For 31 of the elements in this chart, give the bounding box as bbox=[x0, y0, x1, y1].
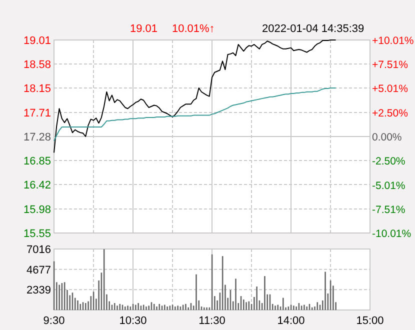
y2-tick-label: -2.50% bbox=[372, 156, 406, 168]
y-tick-label: 15.98 bbox=[23, 204, 51, 216]
y-tick-label: 15.55 bbox=[23, 228, 51, 240]
y-tick-label: 16.85 bbox=[23, 155, 51, 168]
y-tick-label: 16.42 bbox=[23, 179, 51, 192]
x-tick-label: 11:30 bbox=[198, 315, 226, 327]
chart-title: 2022-01-04 14:35:39 bbox=[262, 23, 364, 35]
y-tick-label: 18.58 bbox=[23, 58, 51, 71]
text: 10.01%↑ bbox=[172, 23, 215, 35]
y2-tick-label: -7.51% bbox=[372, 204, 406, 216]
y-tick-label: 7016 bbox=[26, 244, 51, 256]
line-series bbox=[54, 40, 336, 154]
x-tick-label: 9:30 bbox=[43, 315, 65, 327]
y2-tick-label: -5.01% bbox=[372, 180, 406, 192]
x-tick-label: 15:00 bbox=[356, 315, 384, 327]
y2-tick-label: +10.01% bbox=[372, 35, 414, 47]
y-tick-label: 4677 bbox=[26, 264, 51, 276]
y2-tick-label: +5.01% bbox=[372, 83, 408, 96]
y-tick-label: 18.15 bbox=[23, 82, 51, 95]
y-tick-label: 17.28 bbox=[23, 132, 51, 144]
y2-tick-label: -10.01% bbox=[372, 228, 412, 240]
y2-tick-label: +7.51% bbox=[372, 59, 408, 72]
y2-tick-label: 0.00% bbox=[372, 132, 402, 144]
line-series bbox=[54, 87, 336, 142]
x-tick-label: 14:00 bbox=[277, 315, 305, 327]
y-tick-label: 19.01 bbox=[23, 35, 51, 47]
y2-tick-label: +2.50% bbox=[372, 107, 408, 120]
x-tick-label: 10:30 bbox=[119, 315, 147, 327]
y-tick-label: 2339 bbox=[26, 284, 51, 297]
text: 19.01 bbox=[130, 23, 158, 35]
y-tick-label: 17.71 bbox=[23, 108, 51, 120]
